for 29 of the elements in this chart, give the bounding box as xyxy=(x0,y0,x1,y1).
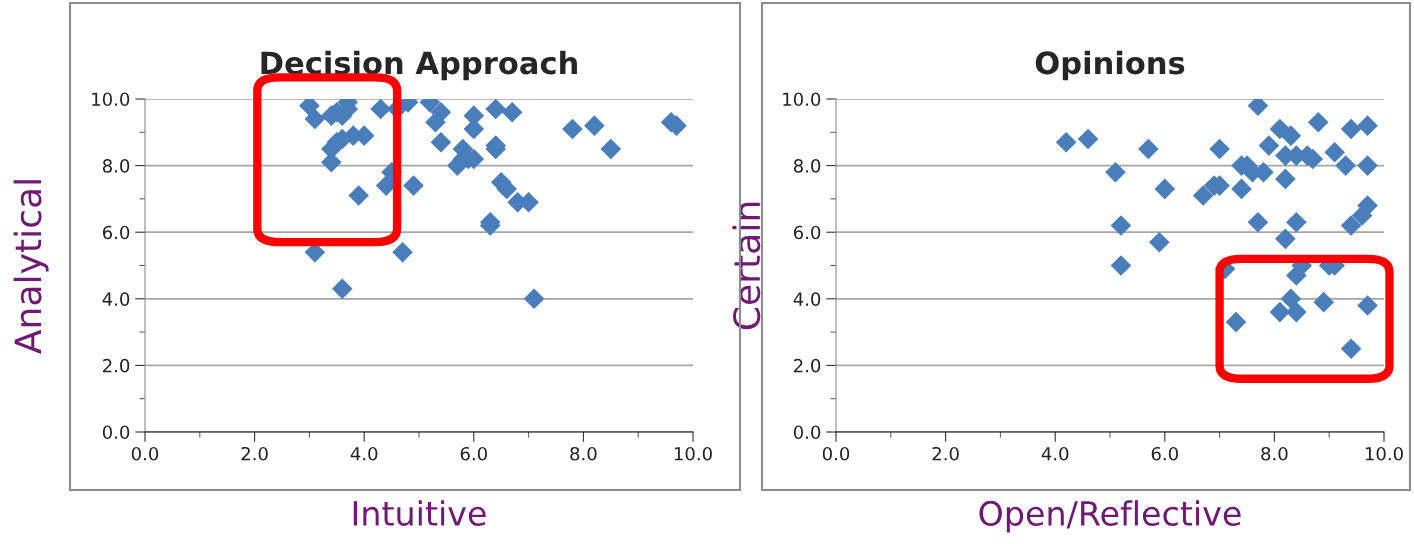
y-tick-label: 2.0 xyxy=(103,358,130,373)
x-axis-title: Open/Reflective xyxy=(979,500,1241,533)
x-tick-label: 6.0 xyxy=(1151,446,1178,461)
y-tick-label: 10.0 xyxy=(92,92,130,107)
x-tick-label: 4.0 xyxy=(1041,446,1069,461)
x-tick-label: 6.0 xyxy=(460,446,487,461)
x-tick-label: 10.0 xyxy=(674,446,712,461)
chart-title: Decision Approach xyxy=(261,50,577,81)
y-tick-label: 0.0 xyxy=(793,425,821,440)
x-tick-label: 8.0 xyxy=(570,446,597,461)
y-tick-label: 4.0 xyxy=(102,292,130,306)
y-tick-label: 8.0 xyxy=(793,159,821,173)
x-tick-label: 4.0 xyxy=(350,446,378,461)
y-tick-label: 10.0 xyxy=(783,92,821,107)
y-tick-label: 6.0 xyxy=(793,225,821,240)
x-tick-label: 10.0 xyxy=(1365,446,1403,461)
x-tick-label: 2.0 xyxy=(241,446,268,461)
y-tick-label: 2.0 xyxy=(794,358,821,373)
y-tick-label: 4.0 xyxy=(793,292,821,306)
y-tick-label: 8.0 xyxy=(102,159,130,173)
x-tick-label: 0.0 xyxy=(822,446,850,461)
y-tick-label: 6.0 xyxy=(102,225,130,240)
x-tick-label: 0.0 xyxy=(131,446,159,461)
x-axis-title: Intuitive xyxy=(353,500,486,526)
y-tick-label: 0.0 xyxy=(102,425,130,440)
chart-title: Opinions xyxy=(1035,50,1185,81)
y-axis-title: Analytical xyxy=(13,180,49,354)
x-tick-label: 8.0 xyxy=(1261,446,1288,461)
x-tick-label: 2.0 xyxy=(932,446,959,461)
